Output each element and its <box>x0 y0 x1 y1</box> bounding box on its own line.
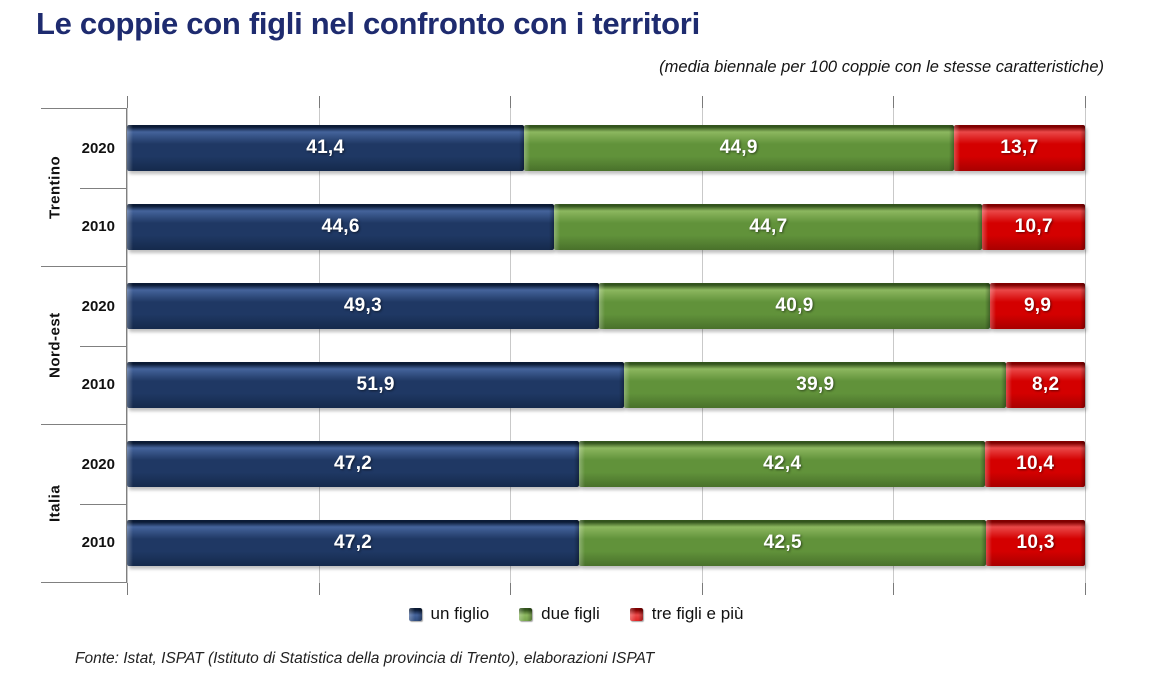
axis-group-trentino: Trentino 2020 2010 <box>41 109 126 266</box>
stacked-bar-trentino-2010: 44,6 44,7 10,7 <box>127 203 1085 250</box>
year-label-2020: 2020 <box>81 297 115 315</box>
bars-group-italia: 47,2 42,4 10,4 47,2 42,5 10,3 <box>127 425 1085 583</box>
bar-row-italia-2010: 47,2 42,5 10,3 <box>127 504 1085 583</box>
value-label: 41,4 <box>306 136 345 158</box>
gridline-0 <box>127 96 128 595</box>
bars-group-nord-est: 49,3 40,9 9,9 51,9 39,9 8,2 <box>127 266 1085 424</box>
legend-item-un-figlio: un figlio <box>408 604 490 624</box>
legend-swatch-tre-figli-e-pi <box>629 607 643 621</box>
bar-row-nord-est-2010: 51,9 39,9 8,2 <box>127 346 1085 425</box>
legend-swatch-due-figli <box>519 607 533 621</box>
bar-segment-tre-figli-e-pi: 10,3 <box>986 520 1085 567</box>
value-label: 10,7 <box>1014 215 1053 237</box>
legend-item-due-figli: due figli <box>519 604 600 624</box>
bar-segment-un-figlio: 47,2 <box>127 520 580 567</box>
gridline-80 <box>893 96 895 595</box>
year-cell-nord-est-2010: 2010 <box>41 346 126 425</box>
stacked-bar-italia-2010: 47,2 42,5 10,3 <box>127 520 1085 567</box>
bar-row-trentino-2010: 44,6 44,7 10,7 <box>127 187 1085 266</box>
year-cell-trentino-2010: 2010 <box>41 188 126 267</box>
legend-label-due-figli: due figli <box>541 604 600 623</box>
bar-segment-tre-figli-e-pi: 13,7 <box>953 124 1085 171</box>
value-label: 49,3 <box>343 294 382 316</box>
bar-row-nord-est-2020: 49,3 40,9 9,9 <box>127 266 1085 345</box>
value-label: 51,9 <box>356 374 395 396</box>
year-label-2020: 2020 <box>81 139 115 157</box>
value-label: 44,9 <box>719 136 758 158</box>
bars-group-trentino: 41,4 44,9 13,7 44,6 44,7 10,7 <box>127 108 1085 266</box>
source-note: Fonte: Istat, ISPAT (Istituto di Statist… <box>75 650 655 667</box>
year-separator <box>80 503 126 505</box>
bar-row-trentino-2020: 41,4 44,9 13,7 <box>127 108 1085 187</box>
year-cell-trentino-2020: 2020 <box>41 109 126 188</box>
stacked-bar-nord-est-2020: 49,3 40,9 9,9 <box>127 282 1085 329</box>
value-label: 8,2 <box>1032 374 1060 396</box>
legend-swatch-un-figlio <box>408 607 422 621</box>
value-label: 10,4 <box>1016 453 1055 475</box>
axis-group-nord-est: Nord-est 2020 2010 <box>41 266 126 424</box>
plot-area: 41,4 44,9 13,7 44,6 44,7 10,7 49,3 40,9 9,9 51,9 3… <box>127 96 1086 595</box>
legend-label-tre-figli-e-pi: tre figli e più <box>651 604 744 623</box>
bar-segment-un-figlio: 41,4 <box>127 124 524 171</box>
gridline-20 <box>318 96 320 595</box>
value-label: 44,7 <box>749 215 788 237</box>
stacked-bar-nord-est-2010: 51,9 39,9 8,2 <box>127 362 1085 409</box>
bar-segment-un-figlio: 49,3 <box>127 282 599 329</box>
bar-segment-un-figlio: 44,6 <box>127 203 555 250</box>
year-cell-italia-2020: 2020 <box>41 425 126 504</box>
bar-segment-un-figlio: 47,2 <box>127 441 580 488</box>
year-label-2010: 2010 <box>81 218 115 236</box>
value-label: 42,4 <box>763 453 802 475</box>
group-label-trentino: Trentino <box>46 155 64 220</box>
year-separator <box>80 345 126 347</box>
year-label-2020: 2020 <box>81 455 115 473</box>
year-separator <box>80 187 126 189</box>
bar-segment-tre-figli-e-pi: 8,2 <box>1006 362 1085 409</box>
value-label: 10,3 <box>1016 532 1055 554</box>
year-label-2010: 2010 <box>81 534 115 552</box>
legend-label-un-figlio: un figlio <box>430 604 490 623</box>
bar-segment-due-figli: 42,5 <box>579 520 987 567</box>
gridline-100 <box>1085 96 1086 595</box>
axis-group-italia: Italia 2020 2010 <box>41 424 126 582</box>
bar-segment-due-figli: 40,9 <box>598 282 991 329</box>
value-label: 39,9 <box>796 374 835 396</box>
year-label-2010: 2010 <box>81 376 115 394</box>
gridline-60 <box>701 96 703 595</box>
bar-segment-due-figli: 44,9 <box>523 124 954 171</box>
bar-segment-un-figlio: 51,9 <box>127 362 625 409</box>
bar-segment-due-figli: 39,9 <box>624 362 1007 409</box>
bar-row-italia-2020: 47,2 42,4 10,4 <box>127 425 1085 504</box>
stacked-bar-italia-2020: 47,2 42,4 10,4 <box>127 441 1085 488</box>
chart-title: Le coppie con figli nel confronto con i … <box>36 6 700 41</box>
value-label: 13,7 <box>1000 136 1039 158</box>
category-axis: Trentino 2020 2010 Nord-est 2020 2010 Italia 20… <box>41 108 127 583</box>
bar-segment-due-figli: 42,4 <box>579 441 986 488</box>
value-label: 42,5 <box>763 532 802 554</box>
group-label-nord-est: Nord-est <box>46 312 64 379</box>
chart-subtitle: (media biennale per 100 coppie con le st… <box>659 58 1104 76</box>
bar-segment-tre-figli-e-pi: 10,7 <box>982 203 1085 250</box>
bar-segment-due-figli: 44,7 <box>554 203 983 250</box>
value-label: 47,2 <box>333 532 373 554</box>
value-label: 40,9 <box>775 294 814 316</box>
value-label: 9,9 <box>1023 294 1052 316</box>
bar-segment-tre-figli-e-pi: 9,9 <box>990 282 1085 329</box>
legend: un figlio due figli tre figli e più <box>127 604 1085 624</box>
group-label-italia: Italia <box>46 484 64 523</box>
value-label: 44,6 <box>321 215 360 237</box>
value-label: 47,2 <box>333 453 373 475</box>
bar-segment-tre-figli-e-pi: 10,4 <box>985 441 1085 488</box>
gridline-40 <box>510 96 512 595</box>
year-cell-italia-2010: 2010 <box>41 504 126 583</box>
stacked-bar-trentino-2020: 41,4 44,9 13,7 <box>127 124 1085 171</box>
year-cell-nord-est-2020: 2020 <box>41 267 126 346</box>
legend-item-tre-figli-e-pi: tre figli e più <box>629 604 744 624</box>
